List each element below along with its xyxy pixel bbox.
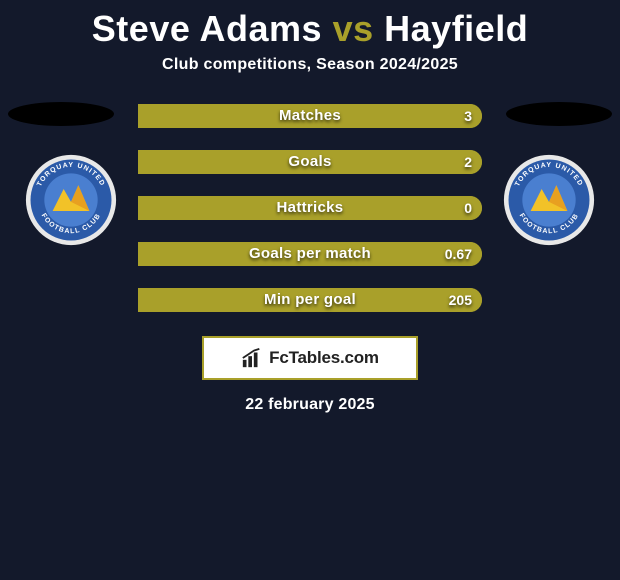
stat-row: 2Goals [138, 150, 482, 174]
title-player1: Steve Adams [92, 8, 322, 49]
title-player2: Hayfield [384, 8, 528, 49]
stat-label: Matches [138, 104, 482, 128]
page-title: Steve Adams vs Hayfield [0, 0, 620, 50]
stat-label: Hattricks [138, 196, 482, 220]
stat-row: 3Matches [138, 104, 482, 128]
player2-club-badge: TORQUAY UNITED FOOTBALL CLUB [503, 154, 595, 246]
stat-label: Goals [138, 150, 482, 174]
player1-shadow [8, 102, 114, 126]
stat-label: Min per goal [138, 288, 482, 312]
stat-label: Goals per match [138, 242, 482, 266]
branding-text: FcTables.com [269, 348, 379, 368]
title-vs: vs [333, 8, 374, 49]
stat-bars: 3Matches 2Goals 0Hattricks 0.67Goals per ma… [138, 102, 482, 312]
date-label: 22 february 2025 [0, 396, 620, 414]
club-badge-icon: TORQUAY UNITED FOOTBALL CLUB [503, 154, 595, 246]
stat-row: 205Min per goal [138, 288, 482, 312]
player1-club-badge: TORQUAY UNITED FOOTBALL CLUB [25, 154, 117, 246]
player2-shadow [506, 102, 612, 126]
club-badge-icon: TORQUAY UNITED FOOTBALL CLUB [25, 154, 117, 246]
stat-row: 0Hattricks [138, 196, 482, 220]
chart-icon [241, 347, 263, 369]
stat-row: 0.67Goals per match [138, 242, 482, 266]
subtitle: Club competitions, Season 2024/2025 [0, 56, 620, 74]
comparison-panel: TORQUAY UNITED FOOTBALL CLUB TORQUAY UNI… [0, 102, 620, 414]
branding-box: FcTables.com [202, 336, 418, 380]
